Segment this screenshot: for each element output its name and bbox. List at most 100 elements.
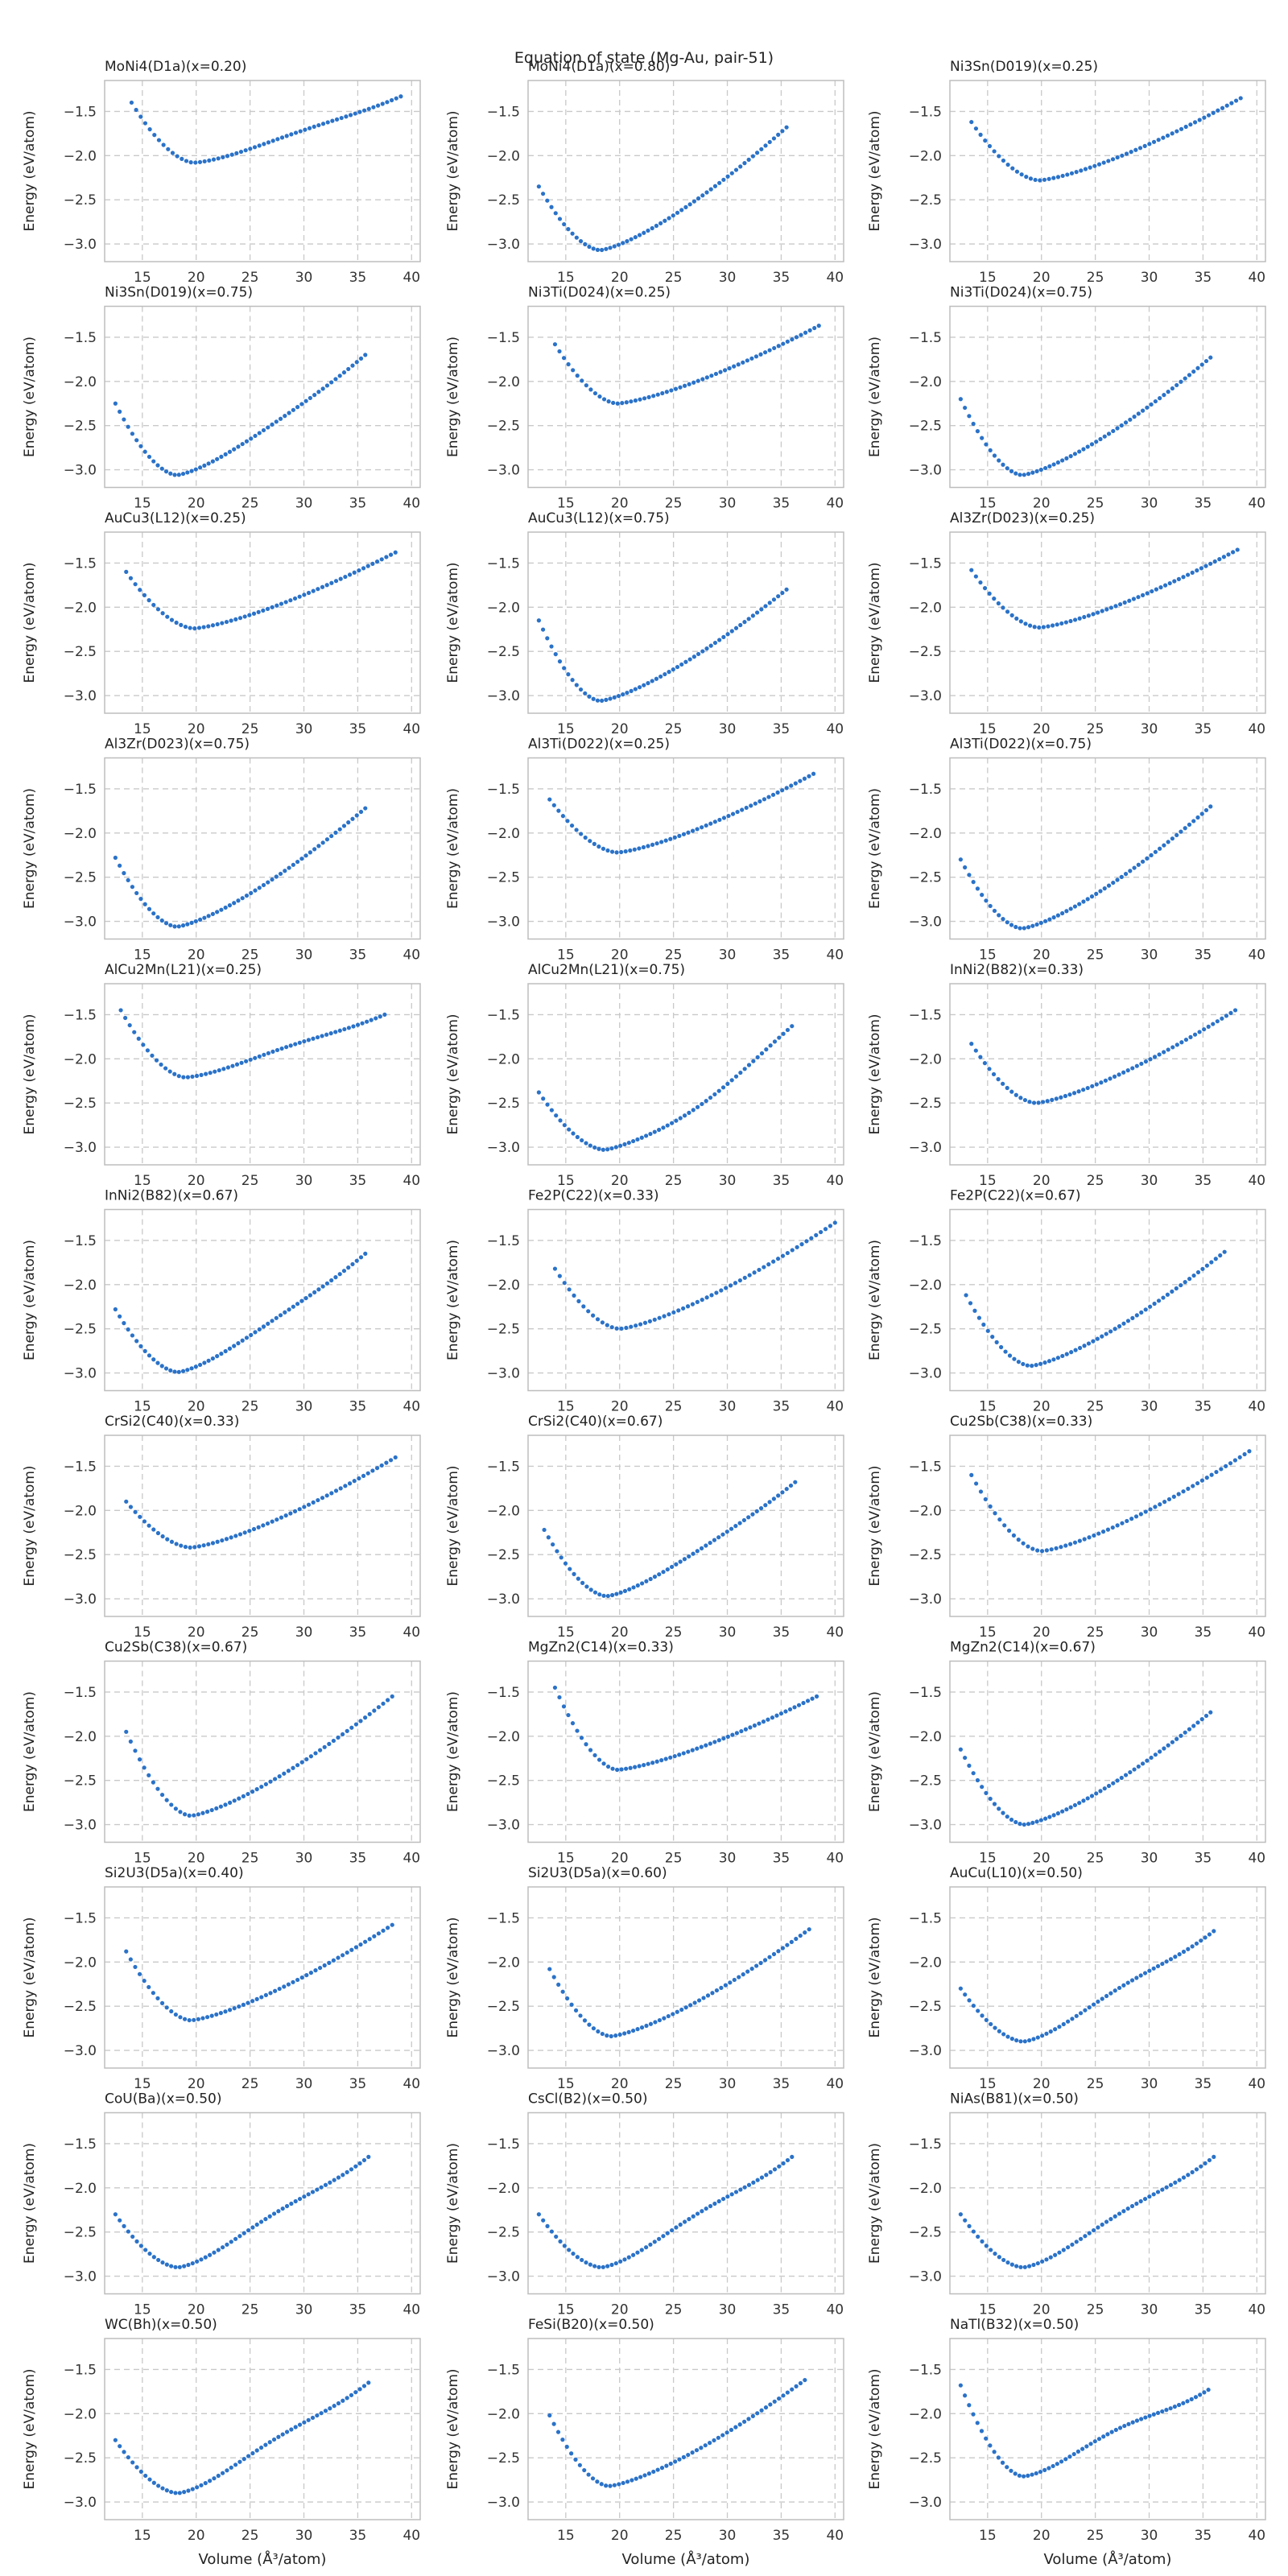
data-point xyxy=(803,1930,807,1935)
x-tick-label: 30 xyxy=(719,2528,737,2544)
data-point xyxy=(984,898,989,903)
data-point xyxy=(743,1727,748,1732)
subplot: Al3Ti(D022)(x=0.75)15 20 25 30 35 40−1.5−2.0−… xyxy=(867,737,1266,964)
data-point xyxy=(681,1306,686,1311)
data-point xyxy=(1187,1277,1192,1282)
data-point xyxy=(979,2429,985,2434)
data-point xyxy=(1001,917,1005,922)
data-point xyxy=(1011,1533,1017,1538)
data-point xyxy=(600,247,605,253)
data-point xyxy=(1027,2264,1032,2268)
data-point xyxy=(609,849,615,854)
data-point xyxy=(1009,2468,1013,2473)
data-point xyxy=(687,2217,691,2222)
data-point xyxy=(1018,619,1023,624)
x-tick-label: 30 xyxy=(295,721,313,737)
data-point xyxy=(1186,2173,1191,2178)
data-point xyxy=(375,103,381,108)
axes-frame xyxy=(104,1886,421,2069)
data-point xyxy=(236,444,241,449)
y-tick-label: −2.5 xyxy=(64,870,97,886)
subplot: NaTl(B32)(x=0.50)15 20 25 30 35 40−1.5−2.0−2.… xyxy=(867,2317,1266,2568)
x-tick-label: 40 xyxy=(1248,1851,1265,1867)
y-tick-label: −2.5 xyxy=(909,2225,942,2241)
data-point xyxy=(1117,2211,1122,2216)
data-point xyxy=(547,2413,552,2418)
data-point xyxy=(242,2231,246,2235)
data-point xyxy=(261,1324,266,1329)
data-point xyxy=(1068,454,1073,459)
x-tick-label: 40 xyxy=(1248,1399,1265,1415)
data-point xyxy=(336,1955,341,1960)
data-point xyxy=(721,634,726,639)
x-tick-label: 20 xyxy=(1033,1851,1051,1867)
data-point xyxy=(1083,167,1088,171)
data-point xyxy=(147,1353,152,1358)
y-tick-label: −1.5 xyxy=(487,782,520,798)
data-point xyxy=(1121,2209,1126,2214)
subplot-title: MoNi4(D1a)(x=0.80) xyxy=(528,59,670,75)
data-point xyxy=(622,1588,628,1593)
data-point xyxy=(1001,605,1005,610)
data-point xyxy=(768,2169,773,2174)
data-point xyxy=(259,1784,264,1790)
data-point xyxy=(712,1538,717,1542)
data-point xyxy=(169,1802,174,1807)
x-tick-label: 15 xyxy=(134,1173,151,1189)
data-point xyxy=(266,1321,270,1326)
data-point xyxy=(147,454,152,460)
data-point xyxy=(291,862,295,867)
y-tick-label: −2.0 xyxy=(909,2406,942,2422)
data-point xyxy=(766,795,771,799)
data-point xyxy=(629,237,634,242)
data-point xyxy=(1001,462,1005,467)
data-point xyxy=(758,1505,764,1511)
data-point xyxy=(605,1593,610,1599)
data-point xyxy=(963,1992,968,1997)
data-point xyxy=(232,447,237,452)
data-point xyxy=(346,820,351,825)
x-tick-label: 25 xyxy=(665,2528,683,2544)
data-point xyxy=(672,1753,677,1759)
data-point xyxy=(369,1018,374,1022)
data-point xyxy=(249,890,254,896)
data-point xyxy=(729,1526,734,1531)
data-point xyxy=(762,350,768,355)
data-point xyxy=(569,2451,574,2456)
data-point xyxy=(128,1957,133,1962)
data-point xyxy=(280,2206,285,2211)
y-axis-label: Energy (eV/atom) xyxy=(445,336,461,457)
data-point xyxy=(775,790,780,795)
data-point xyxy=(1089,1794,1095,1798)
data-point xyxy=(1001,2257,1006,2263)
data-point xyxy=(1038,178,1042,183)
data-point xyxy=(1070,2242,1075,2247)
y-tick-label: −2.5 xyxy=(909,419,942,435)
data-point xyxy=(1016,1538,1021,1542)
data-point xyxy=(210,1541,216,1546)
data-point xyxy=(732,364,737,369)
data-point xyxy=(1096,1531,1101,1536)
data-point xyxy=(716,1738,721,1743)
data-point xyxy=(1140,859,1146,864)
data-point xyxy=(329,380,334,385)
data-point xyxy=(729,171,734,175)
data-point xyxy=(142,1979,147,1984)
data-point xyxy=(1095,610,1100,615)
data-point xyxy=(240,1338,245,1343)
data-point xyxy=(366,2380,371,2385)
data-point xyxy=(967,2223,972,2228)
data-point xyxy=(286,1982,291,1987)
data-point xyxy=(758,352,763,357)
data-point xyxy=(1149,1755,1154,1761)
data-point xyxy=(1021,1541,1026,1546)
y-axis-label: Energy (eV/atom) xyxy=(445,562,461,683)
data-point xyxy=(138,897,143,902)
x-tick-label: 35 xyxy=(1195,1399,1212,1415)
data-point xyxy=(1003,1349,1008,1354)
data-point xyxy=(1108,605,1113,610)
data-point xyxy=(616,242,621,247)
data-point xyxy=(678,1559,683,1564)
y-axis-label: Energy (eV/atom) xyxy=(445,2368,461,2489)
data-point xyxy=(1147,2413,1152,2418)
